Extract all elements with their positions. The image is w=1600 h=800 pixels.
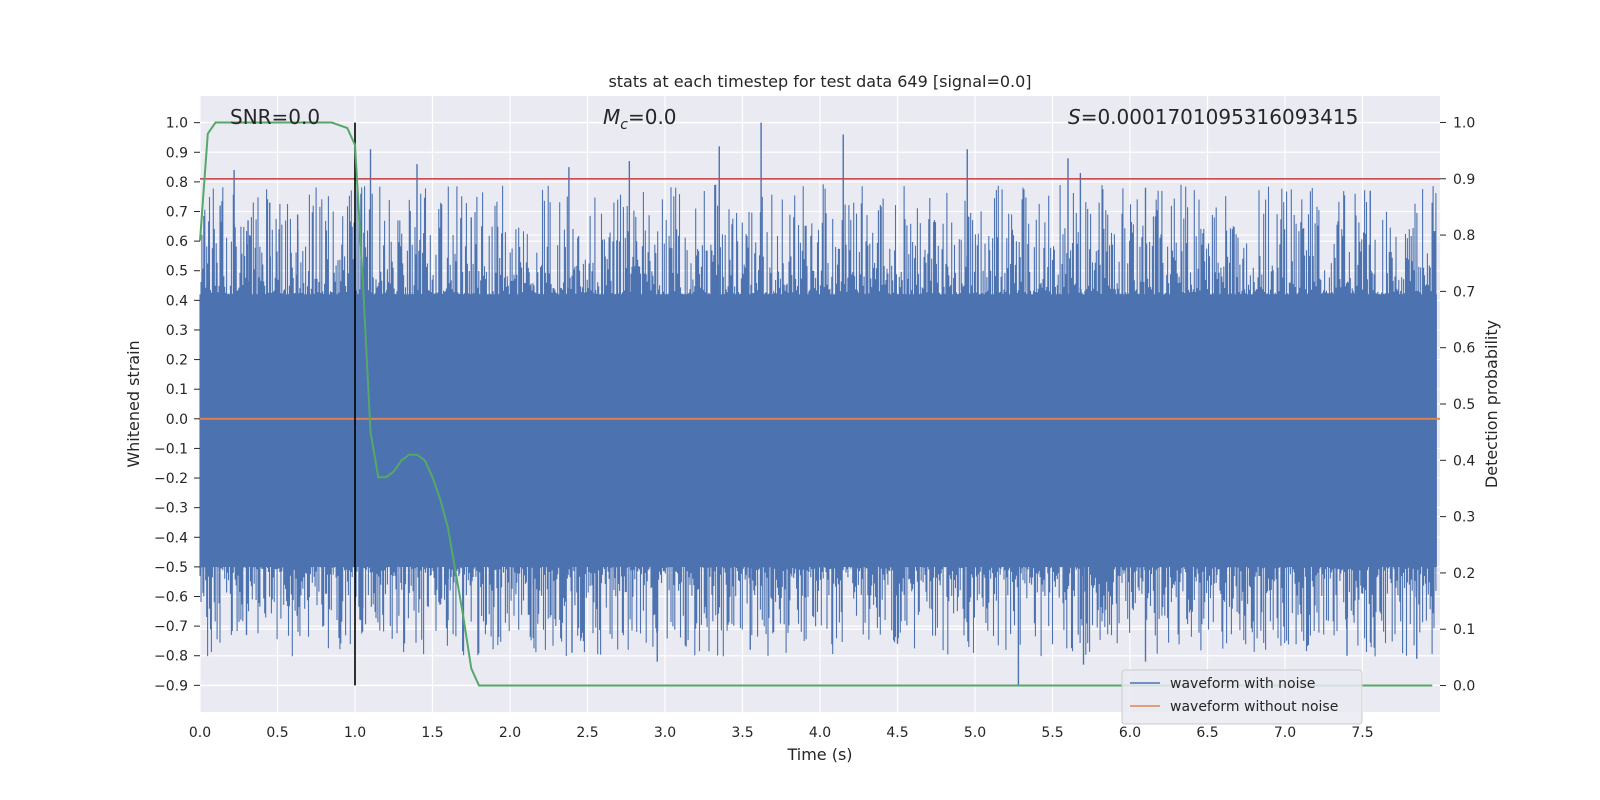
- y-axis-title: Whitened strain: [124, 340, 143, 467]
- x-tick-label: 0.0: [189, 725, 211, 741]
- y-tick-label: 0.4: [166, 293, 188, 309]
- y2-tick-label: 0.6: [1453, 341, 1475, 357]
- x-tick-label: 7.5: [1351, 725, 1373, 741]
- y-tick-label: −0.6: [154, 590, 188, 606]
- legend-label-waveform-with-noise: waveform with noise: [1170, 676, 1315, 692]
- x-axis-title: Time (s): [786, 745, 852, 764]
- snr-annotation: SNR=0.0: [230, 105, 320, 129]
- y2-tick-label: 0.8: [1453, 228, 1475, 244]
- s-value: =0.0001701095316093415: [1081, 105, 1359, 129]
- y2-tick-label: 0.3: [1453, 510, 1475, 526]
- y2-tick-label: 0.1: [1453, 622, 1475, 638]
- y-tick-label: −0.8: [154, 649, 188, 665]
- y-tick-label: 0.7: [166, 205, 188, 221]
- y-tick-label: 0.6: [166, 234, 188, 250]
- y-tick-label: −0.9: [154, 678, 188, 694]
- y-tick-label: −0.3: [154, 501, 188, 517]
- x-tick-label: 7.0: [1274, 725, 1296, 741]
- y-tick-label: −0.2: [154, 471, 188, 487]
- y2-tick-label: 0.0: [1453, 679, 1475, 695]
- y-tick-label: −0.4: [154, 530, 188, 546]
- x-tick-label: 5.5: [1041, 725, 1063, 741]
- y-tick-label: 0.1: [166, 382, 188, 398]
- x-tick-label: 3.5: [731, 725, 753, 741]
- y2-tick-label: 1.0: [1453, 115, 1475, 131]
- y-tick-label: 0.0: [166, 412, 188, 428]
- y-tick-label: −0.7: [154, 619, 188, 635]
- x-tick-label: 1.5: [421, 725, 443, 741]
- s-symbol: S: [1068, 105, 1081, 129]
- waveform-with-noise-trace: [199, 184, 1437, 657]
- marks: [199, 121, 1440, 687]
- mc-subscript: c: [620, 117, 628, 133]
- y2-tick-label: 0.5: [1453, 397, 1475, 413]
- x-tick-label: 4.0: [809, 725, 831, 741]
- y2-axis-title: Detection probability: [1482, 320, 1501, 488]
- legend-label-waveform-without-noise: waveform without noise: [1170, 699, 1338, 715]
- x-tick-label: 4.5: [886, 725, 908, 741]
- x-tick-label: 0.5: [266, 725, 288, 741]
- x-tick-label: 2.0: [499, 725, 521, 741]
- y2-tick-label: 0.4: [1453, 453, 1475, 469]
- chart-title: stats at each timestep for test data 649…: [608, 72, 1031, 91]
- y-tick-label: 0.3: [166, 323, 188, 339]
- legend: waveform with noise waveform without noi…: [1121, 669, 1363, 725]
- x-tick-label: 6.5: [1196, 725, 1218, 741]
- y-tick-label: −0.1: [154, 441, 188, 457]
- x-tick-label: 5.0: [964, 725, 986, 741]
- y-tick-label: 0.8: [166, 175, 188, 191]
- x-tick-label: 2.5: [576, 725, 598, 741]
- x-tick-label: 3.0: [654, 725, 676, 741]
- y-tick-label: 0.2: [166, 353, 188, 369]
- y2-tick-label: 0.2: [1453, 566, 1475, 582]
- y2-tick-label: 0.7: [1453, 284, 1475, 300]
- y2-tick-label: 0.9: [1453, 172, 1475, 188]
- s-annotation: S=0.0001701095316093415: [1068, 105, 1358, 129]
- mc-annotation: Mc=0.0: [603, 105, 677, 133]
- mc-symbol: M: [603, 105, 620, 129]
- x-tick-label: 6.0: [1119, 725, 1141, 741]
- mc-value: =0.0: [628, 105, 677, 129]
- y-tick-label: 0.9: [166, 145, 188, 161]
- y-tick-label: 0.5: [166, 264, 188, 280]
- detection-probability-line: [199, 121, 1433, 687]
- x-tick-label: 1.0: [344, 725, 366, 741]
- y-tick-label: 1.0: [166, 116, 188, 132]
- y-tick-label: −0.5: [154, 560, 188, 576]
- legend-box: [1121, 669, 1363, 725]
- axes: 0.0 0.5 1.0 1.5 2.0 2.5 3.0 3.5 4.0 4.5 5.0 5.5 6.0 6…: [154, 115, 1475, 741]
